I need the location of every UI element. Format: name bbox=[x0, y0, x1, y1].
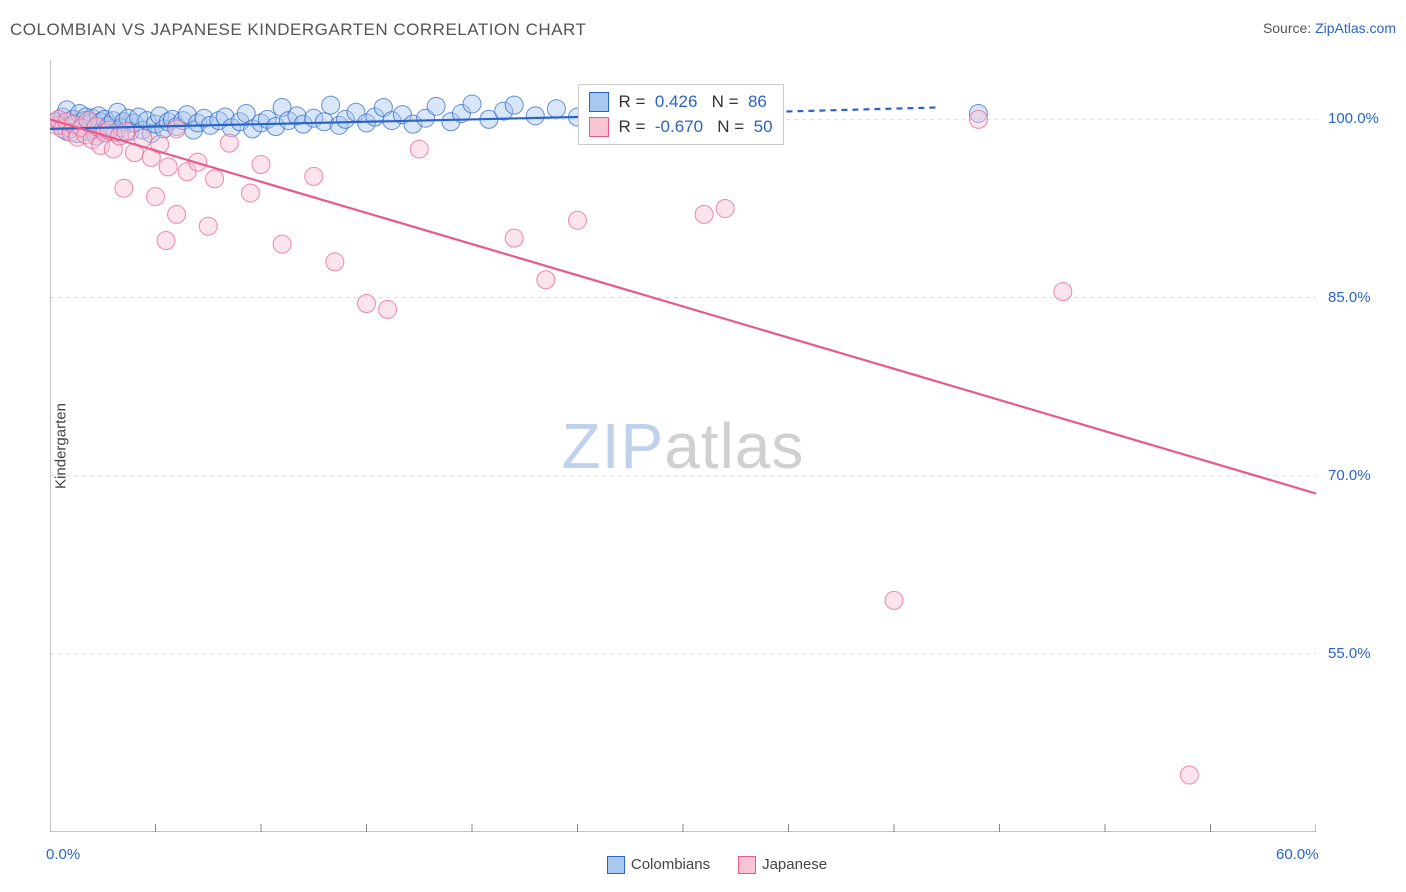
stats-r-label: R = bbox=[619, 114, 651, 140]
stats-r-value: 0.426 bbox=[650, 89, 697, 115]
stats-n-label: N = bbox=[697, 89, 743, 115]
stats-n-label: N = bbox=[703, 114, 749, 140]
legend-label: Colombians bbox=[631, 856, 710, 873]
plot-area: ZIPatlas R = 0.426 N = 86R = -0.670 N = … bbox=[50, 60, 1316, 832]
y-tick-label: 85.0% bbox=[1328, 289, 1371, 306]
y-tick-label: 55.0% bbox=[1328, 645, 1371, 662]
legend-swatch bbox=[607, 856, 625, 874]
header: COLOMBIAN VS JAPANESE KINDERGARTEN CORRE… bbox=[10, 20, 1396, 50]
source-attribution: Source: ZipAtlas.com bbox=[1263, 20, 1396, 36]
legend-swatch bbox=[738, 856, 756, 874]
bottom-legend: Colombians Japanese bbox=[0, 856, 1406, 874]
source-label: Source: bbox=[1263, 20, 1315, 36]
stats-r-value: -0.670 bbox=[650, 114, 703, 140]
stats-swatch bbox=[589, 92, 609, 112]
stats-swatch bbox=[589, 117, 609, 137]
stats-row: R = -0.670 N = 50 bbox=[589, 114, 773, 140]
stats-legend-box: R = 0.426 N = 86R = -0.670 N = 50 bbox=[578, 84, 784, 145]
plot-svg bbox=[50, 60, 1316, 832]
stats-r-label: R = bbox=[619, 89, 651, 115]
stats-n-value: 50 bbox=[749, 114, 773, 140]
source-link[interactable]: ZipAtlas.com bbox=[1315, 20, 1396, 36]
chart-container: COLOMBIAN VS JAPANESE KINDERGARTEN CORRE… bbox=[0, 0, 1406, 892]
legend-label: Japanese bbox=[762, 856, 827, 873]
stats-n-value: 86 bbox=[743, 89, 767, 115]
stats-row: R = 0.426 N = 86 bbox=[589, 89, 773, 115]
y-tick-label: 70.0% bbox=[1328, 467, 1371, 484]
chart-title: COLOMBIAN VS JAPANESE KINDERGARTEN CORRE… bbox=[10, 20, 586, 39]
y-tick-label: 100.0% bbox=[1328, 110, 1379, 127]
